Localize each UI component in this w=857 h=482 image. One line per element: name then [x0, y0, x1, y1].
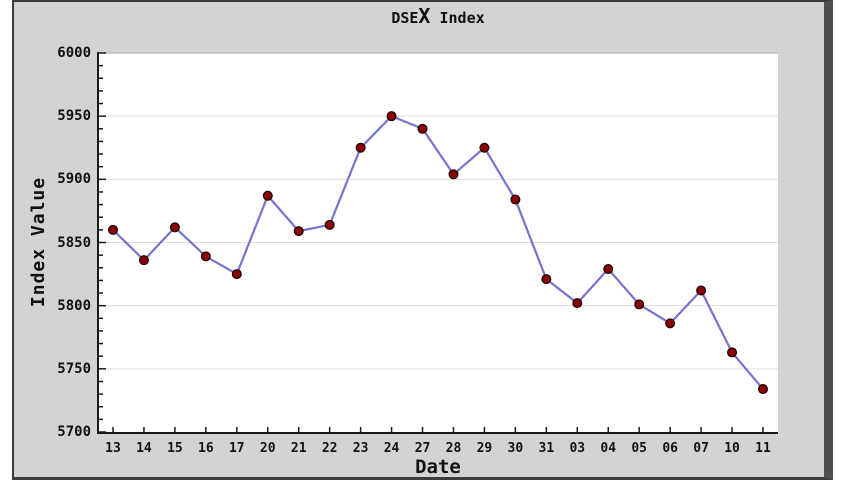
x-tick-label: 29	[476, 441, 493, 456]
data-point-marker	[107, 224, 118, 235]
chart-title-suffix: Index	[430, 9, 485, 27]
chart-window: DSEX Index Index Value 6000 5950 5900 5850 5…	[12, 0, 833, 480]
x-tick-label: 13	[105, 441, 121, 456]
x-tick-label: 10	[724, 441, 740, 456]
x-tick-label: 31	[538, 441, 555, 456]
y-tick-label: 5700	[57, 424, 91, 440]
x-tick-label: 17	[228, 441, 245, 456]
data-point-marker	[355, 142, 366, 153]
data-point-marker	[169, 222, 180, 233]
plot-area	[97, 52, 778, 434]
x-tick-label: 30	[507, 441, 524, 456]
chart-title-prefix: DSE	[391, 9, 419, 27]
y-tick-label: 5900	[57, 171, 91, 188]
x-tick-label: 24	[383, 441, 400, 456]
data-point-marker	[665, 318, 676, 329]
x-tick-label: 05	[631, 441, 648, 456]
data-point-marker	[448, 169, 459, 180]
data-point-marker	[138, 255, 149, 266]
data-point-marker	[572, 298, 583, 309]
data-point-marker	[510, 194, 521, 205]
y-tick-label: 5800	[57, 297, 91, 314]
x-tick-label: 20	[259, 441, 276, 456]
x-tick-label: 11	[755, 441, 771, 456]
x-tick-label: 15	[167, 441, 183, 456]
y-tick-label: 5750	[57, 360, 91, 377]
data-point-marker	[479, 142, 490, 153]
x-tick-label: 04	[600, 441, 617, 456]
data-point-marker	[293, 226, 304, 237]
x-tick-label: 23	[352, 441, 369, 456]
y-tick-label: 6000	[57, 45, 91, 61]
data-point-marker	[417, 123, 428, 134]
data-point-marker	[634, 299, 645, 310]
x-tick-label: 21	[290, 441, 307, 456]
x-tick-label: 06	[662, 441, 678, 456]
data-point-marker	[727, 347, 738, 358]
chart-title: DSEX Index	[238, 4, 638, 28]
data-point-marker	[386, 111, 397, 122]
x-tick-label: 27	[414, 441, 431, 456]
data-point-marker	[262, 190, 273, 201]
data-point-marker	[200, 251, 211, 262]
y-tick-label: 5850	[57, 234, 91, 251]
data-point-marker	[603, 264, 614, 275]
data-point-marker	[231, 269, 242, 280]
x-tick-label: 16	[198, 441, 214, 456]
data-point-marker	[324, 219, 335, 230]
data-point-marker	[757, 384, 768, 395]
x-tick-label: 03	[569, 441, 586, 456]
x-tick-label: 22	[321, 441, 338, 456]
y-tick-label: 5950	[57, 108, 91, 125]
x-axis-title: Date	[415, 456, 461, 478]
x-tick-label: 28	[445, 441, 462, 456]
data-point-marker	[541, 274, 552, 285]
x-tick-label: 07	[693, 441, 709, 456]
index-line	[112, 115, 764, 390]
data-point-marker	[696, 285, 707, 296]
x-tick-label: 14	[136, 441, 152, 456]
chart-title-x: X	[418, 4, 431, 28]
